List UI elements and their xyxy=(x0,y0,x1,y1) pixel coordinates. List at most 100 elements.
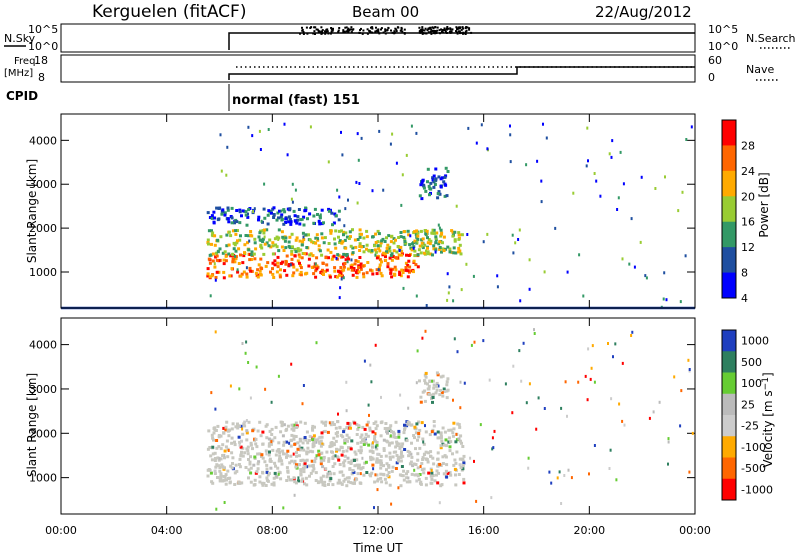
data-cell xyxy=(422,453,426,456)
data-cell xyxy=(344,253,348,257)
nsky-noise-point xyxy=(350,26,353,29)
data-cell xyxy=(285,440,289,444)
data-cell xyxy=(271,252,275,256)
data-cell xyxy=(402,235,406,239)
data-cell xyxy=(280,245,284,249)
sparse-cell xyxy=(560,406,563,410)
data-cell xyxy=(216,250,220,254)
data-cell xyxy=(227,230,231,234)
data-cell xyxy=(369,455,372,459)
data-cell xyxy=(231,260,235,264)
data-cell xyxy=(407,259,411,263)
data-cell xyxy=(264,449,268,453)
data-cell xyxy=(360,232,363,236)
sparse-cell xyxy=(496,274,499,278)
data-cell xyxy=(250,250,254,254)
data-cell xyxy=(352,470,356,474)
data-cell xyxy=(333,242,337,246)
data-cell xyxy=(335,275,339,279)
data-cell xyxy=(417,435,421,439)
data-cell xyxy=(439,444,443,448)
sparse-cell xyxy=(302,384,305,387)
data-cell xyxy=(332,436,336,440)
data-cell xyxy=(249,441,253,445)
data-cell xyxy=(441,462,445,465)
data-cell xyxy=(397,442,401,446)
data-cell xyxy=(334,432,338,436)
data-cell xyxy=(246,241,249,245)
data-cell xyxy=(446,377,450,381)
data-cell xyxy=(306,441,310,445)
data-cell xyxy=(458,243,462,247)
data-cell xyxy=(443,430,447,434)
data-cell xyxy=(277,448,281,451)
sparse-cell xyxy=(438,226,441,230)
data-cell xyxy=(448,449,452,453)
nsky-noise-point xyxy=(320,30,323,33)
data-cell xyxy=(339,445,343,449)
data-cell xyxy=(236,229,239,232)
data-cell xyxy=(343,454,347,458)
nsky-noise-point xyxy=(443,27,446,30)
data-cell xyxy=(367,443,371,447)
sparse-cell xyxy=(395,161,398,165)
data-cell xyxy=(424,371,428,375)
data-cell xyxy=(401,454,405,458)
data-cell xyxy=(234,249,238,253)
data-cell xyxy=(337,209,341,213)
data-cell xyxy=(271,244,275,248)
data-cell xyxy=(389,424,393,428)
data-cell xyxy=(359,481,363,485)
data-cell xyxy=(443,175,447,179)
data-cell xyxy=(221,479,225,483)
data-cell xyxy=(410,248,414,252)
sparse-cell xyxy=(415,131,418,135)
data-cell xyxy=(343,439,347,443)
data-cell xyxy=(261,442,265,446)
data-cell xyxy=(448,445,452,449)
data-cell xyxy=(319,456,323,460)
data-cell xyxy=(257,460,261,464)
data-cell xyxy=(439,184,443,188)
data-cell xyxy=(234,463,238,467)
sparse-cell xyxy=(297,476,300,480)
sparse-cell xyxy=(338,296,341,300)
data-cell xyxy=(313,425,316,429)
sparse-cell xyxy=(677,209,680,213)
sparse-cell xyxy=(280,209,283,213)
data-cell xyxy=(231,422,235,426)
data-cell xyxy=(220,463,224,467)
data-cell xyxy=(308,253,312,257)
sparse-cell xyxy=(525,401,528,405)
sparse-cell xyxy=(398,249,401,252)
data-cell xyxy=(294,238,298,242)
data-cell xyxy=(455,438,459,442)
data-cell xyxy=(370,269,374,273)
sparse-cell xyxy=(344,207,347,211)
data-cell xyxy=(365,229,369,233)
data-cell xyxy=(245,447,249,451)
data-cell xyxy=(349,265,353,269)
data-cell xyxy=(361,245,365,248)
sparse-cell xyxy=(616,208,619,211)
data-cell xyxy=(364,432,368,436)
data-cell xyxy=(324,256,328,260)
data-cell xyxy=(305,450,309,454)
nsky-noise-point xyxy=(426,29,429,32)
data-cell xyxy=(219,477,223,481)
sparse-cell xyxy=(317,437,320,441)
data-cell xyxy=(429,239,433,243)
nsky-noise-point xyxy=(302,33,305,35)
y-tick-label: 1000 xyxy=(29,472,57,485)
data-cell xyxy=(451,434,455,438)
data-cell xyxy=(459,439,462,443)
data-cell xyxy=(410,455,414,459)
data-cell xyxy=(245,223,249,227)
sparse-cell xyxy=(667,462,669,466)
data-cell xyxy=(234,229,238,233)
data-cell xyxy=(372,422,376,425)
sparse-cell xyxy=(380,395,382,399)
nsky-noise-point xyxy=(342,29,345,32)
sparse-cell xyxy=(622,182,625,186)
